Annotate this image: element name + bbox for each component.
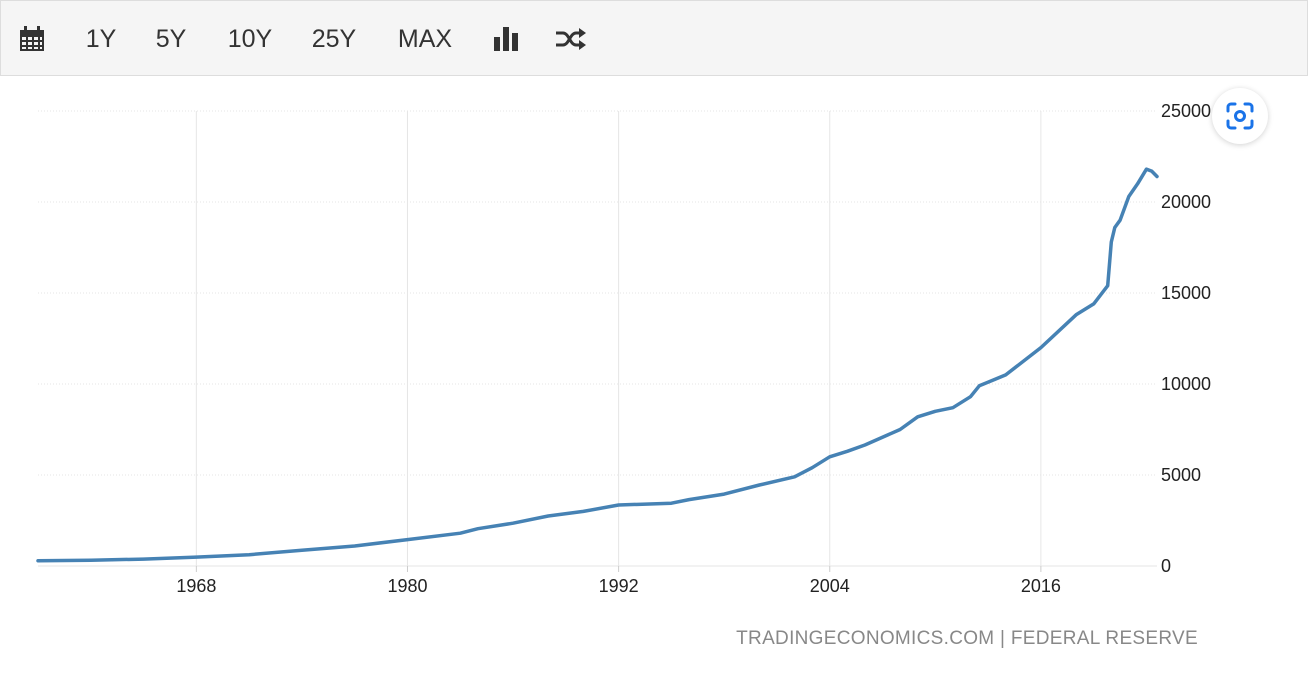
y-tick-label: 25000 [1161,101,1211,121]
y-tick-label: 5000 [1161,465,1201,485]
y-tick-label: 15000 [1161,283,1211,303]
shuffle-icon[interactable] [553,1,589,77]
source-credit: TRADINGECONOMICS.COM | FEDERAL RESERVE [736,628,1198,649]
x-tick-label: 1968 [176,576,216,596]
calendar-icon[interactable] [17,1,47,77]
x-tick-label: 1980 [387,576,427,596]
range-25y-button[interactable]: 25Y [311,24,357,53]
range-max-button[interactable]: MAX [397,24,453,53]
x-tick-label: 1992 [599,576,639,596]
x-tick-label: 2004 [810,576,850,596]
y-tick-label: 20000 [1161,192,1211,212]
y-tick-label: 0 [1161,556,1171,576]
screenshot-button[interactable] [1212,88,1268,144]
bar-chart-icon[interactable] [491,1,521,77]
series-line [36,167,1159,563]
y-tick-label: 10000 [1161,374,1211,394]
camera-focus-icon [1226,102,1254,130]
range-10y-button[interactable]: 10Y [227,24,273,53]
range-5y-button[interactable]: 5Y [155,24,187,53]
chart-toolbar: 1Y 5Y 10Y 25Y MAX [0,0,1308,76]
x-tick-label: 2016 [1021,576,1061,596]
range-1y-button[interactable]: 1Y [85,24,117,53]
